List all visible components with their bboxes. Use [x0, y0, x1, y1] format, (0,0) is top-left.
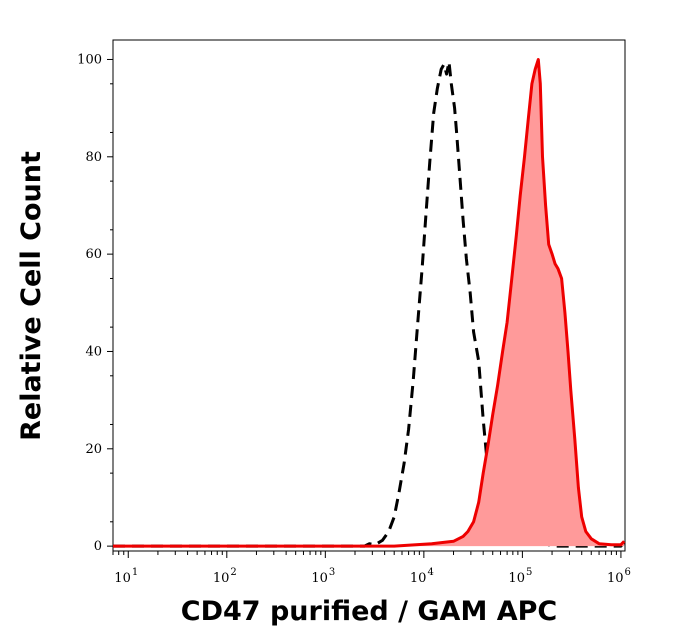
y-tick-label: 80 — [85, 150, 102, 165]
y-tick-label: 100 — [77, 52, 102, 67]
y-tick-label: 60 — [85, 247, 102, 262]
plot-frame — [112, 39, 626, 552]
series-2-fill — [113, 59, 625, 547]
y-tick-label: 0 — [94, 539, 102, 554]
series-layer — [113, 58, 626, 548]
y-axis-title: Relative Cell Count — [16, 151, 47, 441]
x-tick-label: 106 — [607, 567, 631, 586]
y-tick-label: 20 — [85, 442, 102, 457]
x-tick-label: 102 — [213, 567, 237, 586]
x-tick-label: 103 — [311, 567, 335, 586]
x-tick-label: 101 — [114, 567, 138, 586]
series-2-line — [113, 58, 626, 548]
series-1-line — [113, 60, 626, 548]
x-tick-label: 104 — [410, 567, 434, 586]
x-tick-label: 105 — [508, 567, 532, 586]
y-axis: 0 20 40 60 80 100 — [77, 52, 113, 554]
y-tick-label: 40 — [85, 344, 102, 359]
x-axis: 101 102 103 104 105 106 — [112, 551, 631, 586]
x-axis-title: CD47 purified / GAM APC — [181, 596, 557, 627]
